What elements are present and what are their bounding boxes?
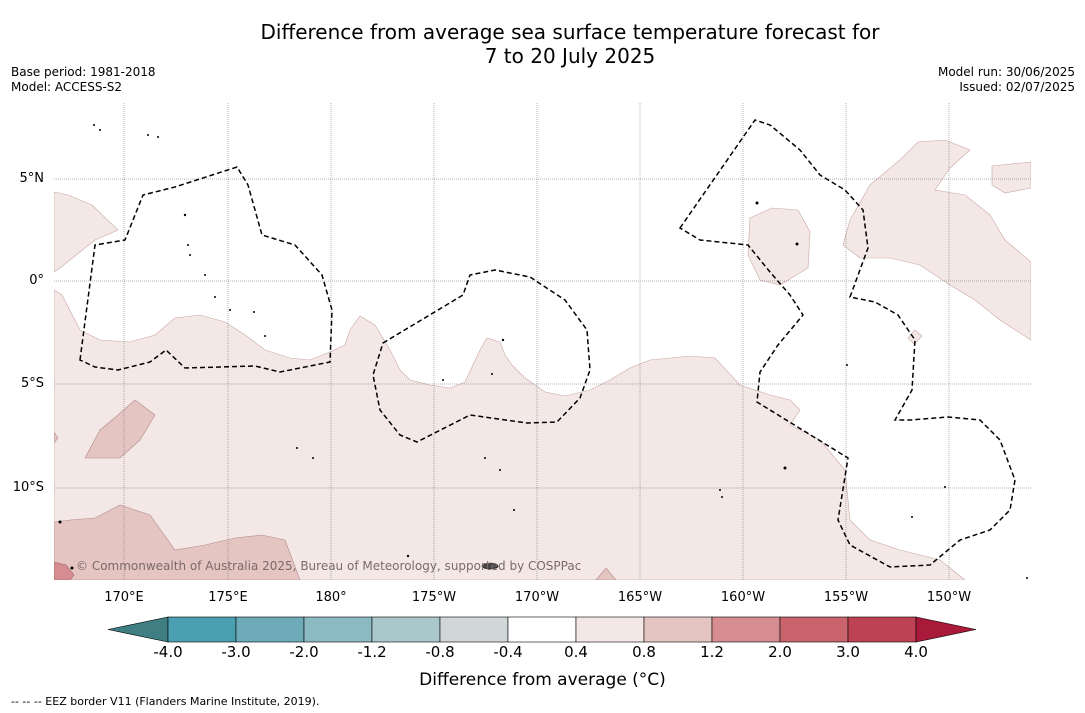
gridlines bbox=[54, 103, 1031, 580]
colorbar bbox=[107, 616, 977, 643]
model-name: Model: ACCESS-S2 bbox=[11, 80, 123, 94]
islands bbox=[58, 124, 1028, 579]
lon-label-180: 180° bbox=[315, 590, 347, 605]
anomaly-region-strong bbox=[54, 561, 75, 580]
colorbar-tick-label: -3.0 bbox=[221, 643, 251, 661]
anomaly-region-medium-2 bbox=[54, 504, 301, 580]
lat-label-10s: 10°S bbox=[12, 480, 44, 495]
chart-title: Difference from average sea surface temp… bbox=[0, 20, 1085, 68]
lat-label-5s: 5°S bbox=[20, 376, 44, 391]
colorbar-segment bbox=[711, 616, 781, 643]
lon-label-150w: 150°W bbox=[926, 590, 972, 605]
issued-date: Issued: 02/07/2025 bbox=[959, 80, 1075, 94]
colorbar-segment bbox=[847, 616, 917, 643]
colorbar-segment bbox=[167, 616, 237, 643]
model-run: Model run: 30/06/2025 bbox=[937, 65, 1075, 79]
anomaly-region-light-nw bbox=[54, 191, 119, 273]
colorbar-tick-label: 4.0 bbox=[904, 643, 928, 661]
colorbar-tick-label: -1.2 bbox=[357, 643, 387, 661]
eez-borders bbox=[79, 119, 1016, 568]
colorbar-tick-label: -0.4 bbox=[493, 643, 523, 661]
anomaly-region-light-small bbox=[907, 329, 923, 345]
anomaly-region-light-mid bbox=[747, 207, 811, 286]
lat-label-0: 0° bbox=[29, 273, 44, 288]
lon-label-160w: 160°W bbox=[720, 590, 766, 605]
lon-label-175w: 175°W bbox=[411, 590, 457, 605]
title-line-1: Difference from average sea surface temp… bbox=[260, 20, 880, 44]
title-line-2: 7 to 20 July 2025 bbox=[484, 44, 656, 68]
colorbar-tick-label: 0.8 bbox=[632, 643, 656, 661]
meta-left: Base period: 1981-2018 Model: ACCESS-S2 bbox=[11, 65, 156, 95]
eez-footer-note: -- -- -- EEZ border V11 (Flanders Marine… bbox=[11, 695, 320, 708]
lon-label-170e: 170°E bbox=[104, 590, 144, 605]
lon-label-175e: 175°E bbox=[208, 590, 248, 605]
colorbar-tick-label: 3.0 bbox=[836, 643, 860, 661]
anomaly-region-light bbox=[54, 289, 966, 580]
anomaly-region-light-ne2 bbox=[991, 161, 1031, 194]
colorbar-segment bbox=[507, 616, 577, 643]
colorbar-segment bbox=[439, 616, 509, 643]
colorbar-segment bbox=[235, 616, 305, 643]
colorbar-tick-label: 2.0 bbox=[768, 643, 792, 661]
colorbar-segment bbox=[303, 616, 373, 643]
colorbar-tick-label: -4.0 bbox=[153, 643, 183, 661]
lat-label-5n: 5°N bbox=[19, 171, 45, 186]
lon-label-155w: 155°W bbox=[823, 590, 869, 605]
colorbar-tick-label: 1.2 bbox=[700, 643, 724, 661]
colorbar-over-arrow bbox=[915, 616, 977, 643]
lon-label-165w: 165°W bbox=[617, 590, 663, 605]
colorbar-under-arrow bbox=[107, 616, 169, 643]
colorbar-label: Difference from average (°C) bbox=[419, 670, 666, 690]
anomaly-region-light-ne bbox=[842, 139, 1031, 341]
colorbar-tick-label: -0.8 bbox=[425, 643, 455, 661]
map-area: © Commonwealth of Australia 2025, Bureau… bbox=[54, 103, 1031, 580]
lon-label-170w: 170°W bbox=[514, 590, 560, 605]
meta-right: Model run: 30/06/2025 Issued: 02/07/2025 bbox=[938, 65, 1075, 95]
colorbar-segment bbox=[643, 616, 713, 643]
copyright-text: © Commonwealth of Australia 2025, Bureau… bbox=[76, 559, 581, 573]
colorbar-segment bbox=[779, 616, 849, 643]
anomaly-region-medium-1 bbox=[84, 399, 156, 459]
base-period: Base period: 1981-2018 bbox=[11, 65, 156, 79]
colorbar-segment bbox=[575, 616, 645, 643]
colorbar-segment bbox=[371, 616, 441, 643]
colorbar-tick-label: 0.4 bbox=[564, 643, 588, 661]
island-group bbox=[481, 562, 499, 570]
colorbar-tick-label: -2.0 bbox=[289, 643, 319, 661]
anomaly-region-medium-4 bbox=[54, 431, 59, 444]
anomaly-region-medium-3 bbox=[595, 567, 617, 580]
